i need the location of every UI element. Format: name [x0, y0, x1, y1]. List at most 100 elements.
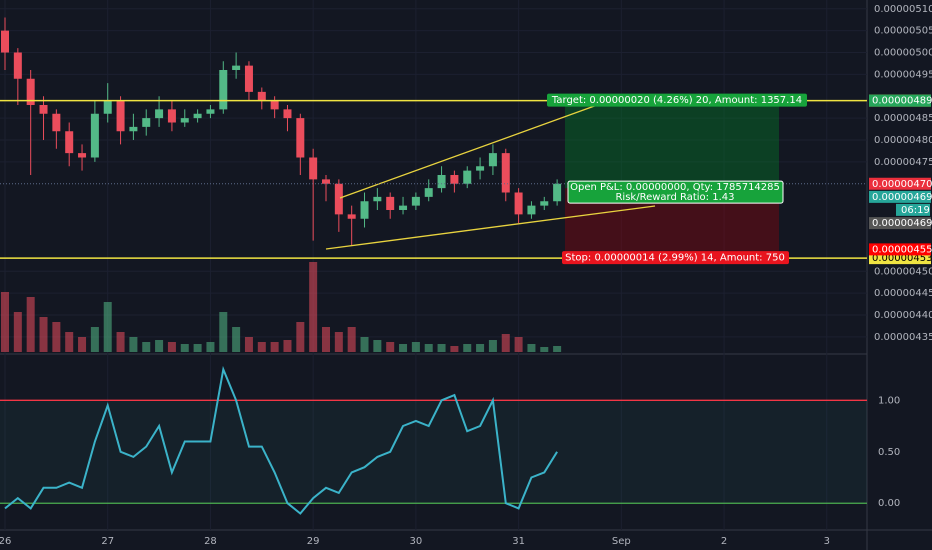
oscillator-line [4, 365, 558, 515]
volume-bar [52, 322, 61, 352]
trend-line [339, 103, 601, 199]
price-label: 0.00000470 [872, 179, 932, 190]
volume-bar [78, 337, 87, 352]
volume-bar [450, 346, 459, 352]
candle-body [309, 157, 318, 180]
countdown: 06:19 [901, 205, 930, 216]
x-tick-label: 31 [512, 536, 525, 547]
volume-bar [103, 302, 112, 352]
candle-body [540, 201, 549, 206]
y-tick-label: 0.00000480 [874, 135, 932, 146]
candle-body [411, 196, 420, 206]
volume-bar [244, 337, 253, 352]
candle-body [193, 113, 202, 119]
candle-body [167, 109, 176, 123]
y-tick-label: 0.00000495 [874, 69, 932, 80]
price-label-bg [869, 217, 931, 230]
candle-body [90, 113, 99, 158]
candle-body [501, 153, 510, 193]
volume-bar [476, 344, 485, 352]
candle-body [476, 166, 485, 171]
x-tick-label: 30 [410, 536, 423, 547]
y-tick-label: 0.00000475 [874, 157, 932, 168]
target-label-bg [547, 93, 807, 107]
oscillator-tick-label: 1.00 [878, 395, 900, 406]
rr-label: Risk/Reward Ratio: 1.43 [615, 192, 734, 203]
candle-body [386, 196, 395, 210]
volume-bar [527, 344, 536, 352]
volume-bar [540, 347, 549, 352]
volume-bar [283, 340, 292, 352]
candle-body [527, 205, 536, 215]
oscillator-tick-label: 0.50 [878, 447, 900, 458]
volume-bar [65, 332, 74, 352]
pnl-label: Open P&L: 0.00000000, Qty: 1785714285 [570, 182, 780, 193]
volume-bar [1, 292, 9, 352]
volume-bar [437, 344, 446, 352]
volume-bar [116, 332, 125, 352]
price-label: 0.00000489 [872, 96, 932, 107]
volume-bar [399, 344, 408, 352]
candle-body [437, 175, 446, 189]
volume-bar [26, 297, 35, 352]
y-tick-label: 0.00000505 [874, 26, 932, 37]
candle-body [180, 118, 189, 123]
candle-body [13, 52, 22, 79]
pnl-label-bg [567, 180, 784, 204]
candle-body [257, 91, 266, 101]
x-tick-label: 2 [721, 536, 727, 547]
candle-body [424, 188, 433, 197]
volume-bar [411, 342, 420, 352]
candle-body [373, 196, 382, 202]
price-label-bg [869, 243, 931, 256]
volume-bar [309, 262, 318, 352]
trend-line [325, 205, 656, 250]
candle-body [206, 109, 215, 114]
candle-body [399, 205, 408, 210]
price-label: 0.00000469 [872, 192, 932, 203]
volume-bar [167, 342, 176, 352]
price-label-bg [869, 94, 931, 107]
candle-body [219, 70, 228, 110]
volume-bar [373, 340, 382, 352]
y-tick-label: 0.00000445 [874, 288, 932, 299]
x-tick-label: 3 [824, 536, 830, 547]
price-label: 0.00000455 [872, 244, 932, 255]
candle-body [65, 131, 74, 154]
price-label-bg [869, 190, 931, 203]
candle-body [142, 118, 151, 127]
target-label: Target: 0.00000020 (4.26%) 20, Amount: 1… [551, 95, 802, 106]
price-label: 0.00000469 [872, 218, 932, 229]
candle-body [450, 175, 459, 184]
price-label-bg [869, 177, 931, 190]
candle-body [1, 30, 9, 53]
level-label: 0.00000453 [872, 253, 932, 264]
candle-body [232, 65, 241, 70]
volume-bar [193, 344, 202, 352]
candle-body [52, 113, 61, 132]
candle-body [514, 192, 523, 215]
candle-body [244, 65, 253, 92]
volume-bar [463, 344, 472, 352]
x-tick-label: Sep [612, 536, 631, 547]
x-tick-label: 28 [204, 536, 217, 547]
candle-body [360, 201, 369, 219]
volume-bar [270, 342, 279, 352]
volume-bar [501, 334, 510, 352]
candle-body [270, 100, 279, 110]
volume-bar [142, 342, 151, 352]
candle-body [116, 100, 125, 132]
x-tick-label: 27 [101, 536, 114, 547]
candle-body [155, 109, 164, 119]
candle-body [488, 153, 497, 167]
y-tick-label: 0.00000440 [874, 310, 932, 321]
candle-body [103, 100, 112, 114]
volume-bar [514, 337, 523, 352]
volume-bar [13, 312, 22, 352]
countdown-bg [896, 203, 930, 216]
volume-bar [424, 344, 433, 352]
x-tick-label: 29 [307, 536, 320, 547]
volume-bar [360, 337, 369, 352]
